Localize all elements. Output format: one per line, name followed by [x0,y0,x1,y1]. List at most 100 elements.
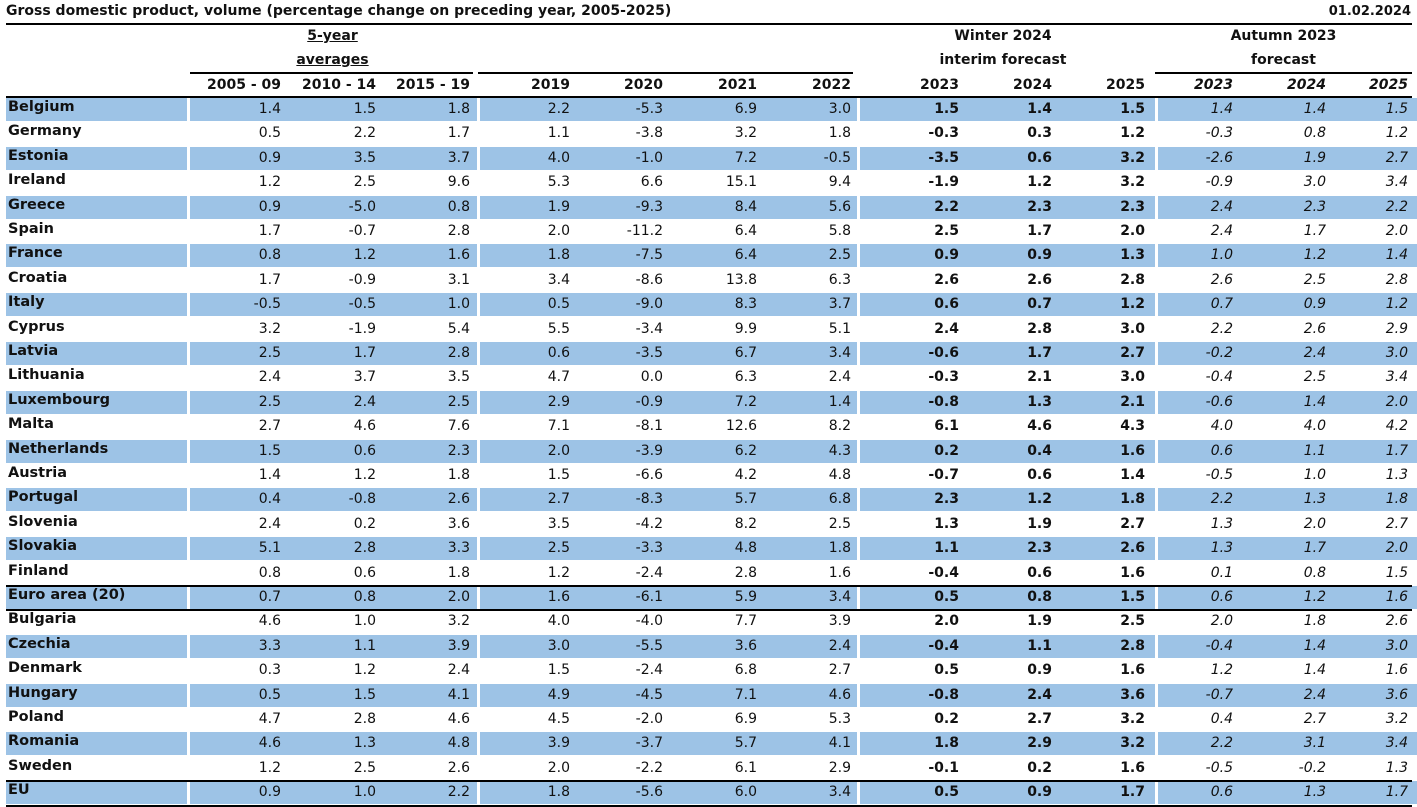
table-cell: 0.5 [547,296,570,313]
table-cell: -2.4 [635,662,663,679]
row-shading [190,439,477,463]
table-cell: 2.0 [1210,613,1233,630]
table-cell: 3.2 [1385,711,1408,727]
table-row: Lithuania 2.4 3.7 3.5 4.7 0.0 6.3 2.4 -0.3 2.1 3.0… [6,366,1412,389]
table-cell: 3.7 [353,369,376,386]
row-shading [1158,244,1417,268]
table-row: Latvia 2.5 1.7 2.8 0.6 -3.5 6.7 3.4 -0.6 1.7 2.7 -0… [6,342,1417,365]
table-cell: 2.0 [1385,223,1408,239]
row-shading [480,293,857,317]
table-cell: -0.3 [1205,125,1233,142]
row-shading [6,146,187,170]
table-cell: 1.4 [1027,101,1052,117]
table-cell: 1.8 [828,540,851,557]
table-cell: 3.2 [1120,149,1145,166]
table-cell: 5.1 [258,540,281,557]
table-cell: 0.5 [258,125,281,142]
row-shading [6,634,187,658]
table-cell: 2.0 [934,613,959,630]
table-cell: 1.8 [447,564,470,581]
table-cell: 3.5 [547,515,570,532]
table-cell: 3.2 [258,320,281,337]
table-cell: -6.6 [635,467,663,483]
row-shading [1158,537,1417,561]
table-cell: 0.6 [1027,467,1052,483]
table-cell: 1.3 [1385,759,1408,776]
row-shading [6,683,187,707]
table-cell: 1.5 [1385,101,1408,117]
table-cell: 5.7 [734,491,757,508]
table-cell: 4.7 [258,711,281,727]
table-cell: 1.5 [547,662,570,679]
table-cell: 2.5 [828,247,851,264]
table-cell: 1.4 [1120,467,1145,483]
table-cell: 4.6 [828,686,851,703]
table-cell: -0.7 [928,467,959,483]
table-cell: 1.3 [1210,515,1233,532]
table-cell: 2.5 [353,759,376,776]
column-header: 2019 [531,77,570,93]
table-cell: 1.8 [828,125,851,142]
table-cell: 0.3 [1027,125,1052,142]
table-cell: 2.0 [1120,223,1145,239]
table-cell: 4.6 [353,418,376,435]
table-row: Euro area (20) 0.7 0.8 2.0 1.6 -6.1 5.9 3.4 0.5 0… [6,586,1417,609]
table-cell: 2.7 [1303,711,1326,727]
row-shading [480,439,857,463]
table-cell: 2.3 [1027,540,1052,557]
table-cell: 0.5 [934,662,959,679]
row-label: Finland [8,562,69,579]
row-shading [190,781,477,805]
table-cell: 1.1 [1027,637,1052,654]
table-cell: 3.0 [1120,320,1145,337]
table-cell: 3.2 [1120,711,1145,727]
table-cell: 1.2 [1303,589,1326,605]
table-cell: 1.0 [1303,467,1326,483]
table-cell: 2.8 [447,345,470,361]
table-cell: -3.7 [635,735,663,752]
table-cell: 1.5 [1120,101,1145,117]
table-row: Greece 0.9 -5.0 0.8 1.9 -9.3 8.4 5.6 2.2 2.3 2.3 2.… [6,195,1417,219]
table-cell: 2.4 [1303,345,1326,361]
row-shading [860,488,1155,512]
table-cell: 2.9 [547,393,570,410]
row-label: Greece [8,196,66,213]
row-shading [6,244,187,268]
table-cell: 1.7 [1385,442,1408,459]
table-cell: 4.2 [1385,418,1408,435]
table-row: Denmark 0.3 1.2 2.4 1.5 -2.4 6.8 2.7 0.5 0.9 1.6 1.… [6,659,1412,682]
table-cell: 1.7 [447,125,470,142]
table-cell: 0.9 [258,784,281,801]
table-cell: 3.0 [547,637,570,654]
table-cell: 1.4 [1303,393,1326,410]
table-cell: 3.5 [447,369,470,386]
table-cell: -0.9 [1205,174,1233,191]
table-cell: -2.0 [635,711,663,727]
table-cell: 2.1 [1120,393,1145,410]
table-cell: 4.8 [828,467,851,483]
table-cell: 0.6 [1027,564,1052,581]
table-cell: 1.4 [1303,101,1326,117]
group-header-autumn-line1: Autumn 2023 [1230,28,1337,44]
table-cell: 1.4 [1210,101,1233,117]
table-cell: 2.2 [1210,320,1233,337]
row-shading [190,342,477,365]
column-header: 2025 [1369,77,1408,93]
table-cell: -1.0 [635,149,663,166]
row-shading [860,634,1155,658]
table-cell: 0.9 [934,247,959,264]
row-label: Czechia [8,635,71,652]
table-cell: 1.5 [353,686,376,703]
row-shading [1158,586,1417,609]
table-cell: 4.3 [1120,418,1145,435]
table-cell: 0.8 [1303,125,1326,142]
table-cell: 6.7 [734,345,757,361]
table-cell: 1.2 [353,247,376,264]
table-cell: 1.2 [353,662,376,679]
table-cell: 3.3 [447,540,470,557]
table-row: Romania 4.6 1.3 4.8 3.9 -3.7 5.7 4.1 1.8 2.9 3.2 2.… [6,732,1417,756]
table-row: Spain 1.7 -0.7 2.8 2.0 -11.2 6.4 5.8 2.5 1.7 2.0 2.… [6,220,1412,243]
table-cell: 3.9 [447,637,470,654]
row-label: EU [8,782,30,799]
table-cell: -2.2 [635,759,663,776]
